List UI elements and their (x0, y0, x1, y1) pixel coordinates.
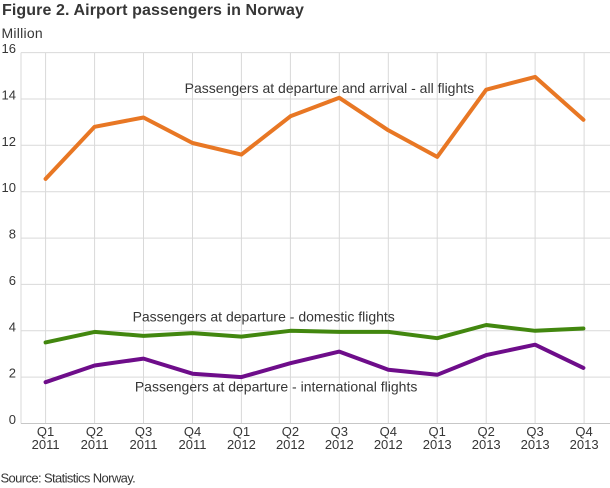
svg-text:Q1: Q1 (37, 424, 54, 439)
svg-text:2013: 2013 (521, 437, 550, 452)
svg-text:Figure 2. Airport passengers i: Figure 2. Airport passengers in Norway (2, 2, 304, 19)
svg-text:Q1: Q1 (233, 424, 250, 439)
svg-text:2013: 2013 (570, 437, 599, 452)
svg-text:2011: 2011 (130, 437, 158, 452)
svg-text:Passengers at departure and ar: Passengers at departure and arrival - al… (185, 80, 474, 96)
svg-text:Passengers at departure - inte: Passengers at departure - international … (135, 378, 418, 394)
svg-text:8: 8 (9, 227, 16, 242)
svg-text:Q4: Q4 (184, 424, 201, 439)
svg-text:2012: 2012 (374, 437, 403, 452)
svg-text:Q2: Q2 (282, 424, 299, 439)
svg-text:2011: 2011 (32, 437, 60, 452)
svg-text:2013: 2013 (423, 437, 452, 452)
svg-text:6: 6 (9, 273, 16, 288)
svg-text:2012: 2012 (227, 437, 256, 452)
svg-text:Q2: Q2 (86, 424, 103, 439)
svg-text:2011: 2011 (81, 437, 109, 452)
svg-text:Q3: Q3 (331, 424, 348, 439)
svg-text:16: 16 (2, 41, 16, 56)
svg-text:2: 2 (9, 366, 16, 381)
svg-text:2013: 2013 (472, 437, 501, 452)
svg-text:Source: Statistics Norway.: Source: Statistics Norway. (1, 471, 136, 486)
svg-text:2012: 2012 (325, 437, 354, 452)
svg-text:Million: Million (2, 25, 43, 41)
svg-text:12: 12 (2, 134, 16, 149)
svg-text:Q3: Q3 (526, 424, 543, 439)
svg-text:Passengers at departure - dome: Passengers at departure - domestic fligh… (133, 308, 395, 324)
svg-text:2011: 2011 (179, 437, 207, 452)
svg-text:Q1: Q1 (429, 424, 446, 439)
svg-text:4: 4 (9, 319, 16, 334)
svg-text:Q2: Q2 (478, 424, 495, 439)
svg-text:Q3: Q3 (135, 424, 152, 439)
svg-text:Q4: Q4 (380, 424, 397, 439)
svg-text:14: 14 (2, 88, 16, 103)
svg-text:0: 0 (9, 412, 16, 427)
svg-text:2012: 2012 (276, 437, 305, 452)
svg-text:10: 10 (2, 180, 16, 195)
svg-text:Q4: Q4 (575, 424, 592, 439)
